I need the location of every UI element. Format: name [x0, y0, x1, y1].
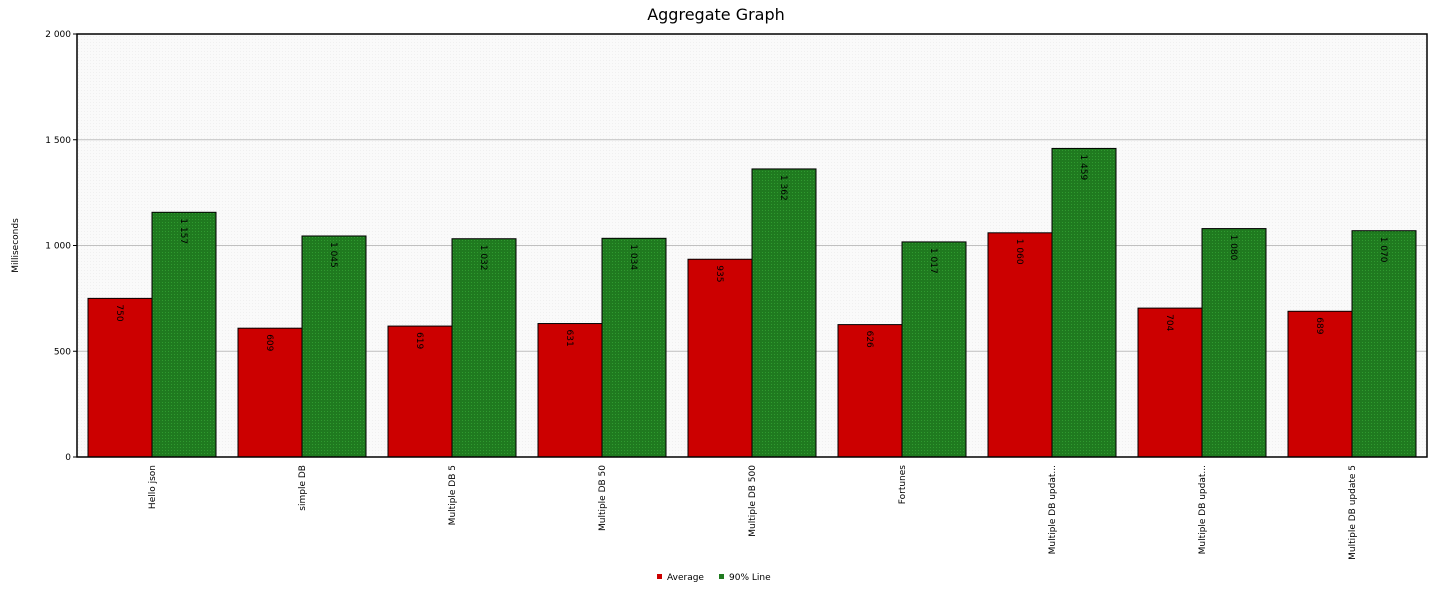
bar-ninety-line: [451, 238, 517, 458]
x-tick-label: Multiple DB 5: [448, 465, 458, 525]
bar-average: [237, 327, 303, 458]
bar-value-label: 1 070: [1378, 237, 1388, 263]
bar-ninety-line: [1051, 147, 1117, 458]
bar-ninety-line: [151, 211, 217, 458]
bar-value-label: 1 034: [628, 244, 638, 270]
x-tick-label: Multiple DB 50: [598, 465, 608, 531]
bar-ninety-line: [1351, 230, 1417, 458]
bar-value-label: 704: [1164, 314, 1174, 331]
bar-value-label: 626: [864, 331, 874, 348]
bar-value-label: 1 017: [928, 248, 938, 274]
bar-value-label: 750: [114, 304, 124, 321]
bar-value-label: 631: [564, 330, 574, 347]
legend-swatch: [657, 574, 662, 579]
bar-value-label: 1 362: [778, 175, 788, 201]
bar-ninety-line: [301, 235, 367, 458]
bar-ninety-line: [1201, 228, 1267, 458]
x-tick-label: Multiple DB 500: [748, 465, 758, 537]
y-tick-label: 500: [54, 347, 71, 357]
bar-value-label: 1 032: [478, 245, 488, 271]
x-tick-label: Multiple DB update 5: [1348, 465, 1358, 560]
y-tick-label: 1 000: [45, 242, 71, 252]
bar-value-label: 1 045: [328, 242, 338, 268]
bar-value-label: 619: [414, 332, 424, 349]
y-tick-label: 2 000: [45, 30, 71, 40]
bar-value-label: 1 060: [1014, 239, 1024, 265]
bar-average: [987, 232, 1053, 458]
bar-value-label: 689: [1314, 317, 1324, 334]
y-tick-label: 1 500: [45, 136, 71, 146]
legend-label: Average: [667, 573, 704, 583]
bar-average: [87, 297, 153, 458]
bar-average: [537, 323, 603, 458]
bar-ninety-line: [751, 168, 817, 458]
x-tick-label: Multiple DB updat...: [1048, 465, 1058, 554]
bar-ninety-line: [601, 237, 667, 458]
legend: Average 90% Line: [657, 573, 771, 583]
x-tick-label: Fortunes: [898, 465, 908, 505]
x-tick-label: Hello json: [148, 465, 158, 509]
bar-value-label: 935: [714, 265, 724, 282]
legend-label: 90% Line: [729, 573, 771, 583]
y-tick-label: 0: [65, 453, 71, 463]
bar-average: [687, 258, 753, 458]
bar-value-label: 1 080: [1228, 235, 1238, 261]
chart-title: Aggregate Graph: [647, 5, 785, 24]
x-axis: Hello json simple DB Multiple DB 5 Multiple…: [148, 465, 1358, 560]
bar-average: [1287, 310, 1353, 458]
x-tick-label: Multiple DB updat...: [1198, 465, 1208, 554]
x-tick-label: simple DB: [298, 465, 308, 511]
bar-average: [1137, 307, 1203, 458]
y-axis-title: Milliseconds: [11, 218, 21, 273]
bar-value-label: 1 459: [1078, 154, 1088, 180]
legend-swatch: [719, 574, 724, 579]
bar-value-label: 1 157: [178, 218, 188, 244]
bar-ninety-line: [901, 241, 967, 458]
y-axis: 0 500 1 000 1 500 2 000: [45, 30, 77, 463]
bar-value-label: 609: [264, 334, 274, 351]
bars: 750 1 157 609 1 045 619 1 032 631 1 034 935 1 362…: [87, 147, 1417, 458]
